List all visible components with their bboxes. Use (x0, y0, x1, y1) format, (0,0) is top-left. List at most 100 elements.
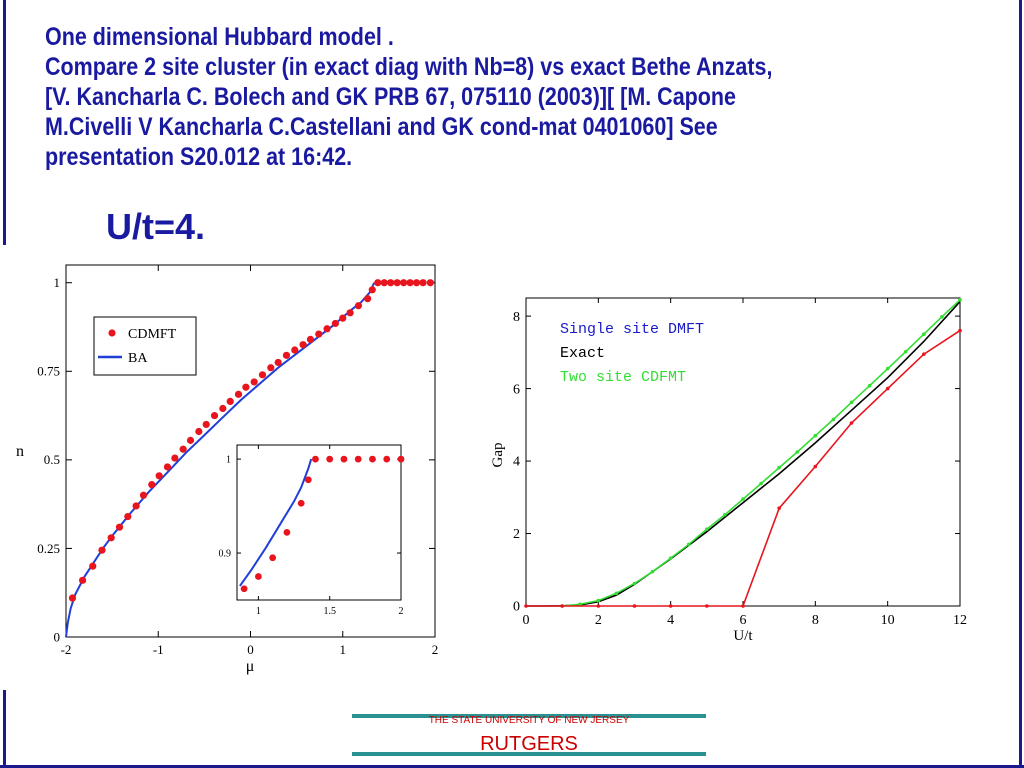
footer-rutgers: RUTGERS (480, 733, 578, 755)
main-x-tick-label: -2 (61, 642, 72, 657)
cdfmt-point (632, 581, 637, 586)
cdmft-point (306, 335, 315, 343)
legend-cdmft-label: CDMFT (128, 327, 177, 342)
cdmft-point (374, 279, 382, 287)
cdmft-point (163, 463, 172, 471)
footer-university: THE STATE UNIVERSITY OF NEW JERSEY (428, 715, 630, 726)
main-y-tick-label: 0.5 (44, 452, 60, 467)
cdfmt-point (668, 556, 673, 560)
footer-line-bottom (352, 752, 706, 756)
legend-cdfmt-label: Two site CDFMT (560, 369, 686, 386)
legend-box (93, 316, 197, 376)
gap-x-tick-label: 10 (881, 613, 895, 628)
inset-plot-frame (236, 444, 402, 601)
gap-legend: Single site DMFT Exact Two site CDFMT (560, 321, 704, 386)
cdfmt-point (596, 598, 601, 603)
inset-cdmft-point (369, 455, 376, 463)
dmft-point (849, 421, 854, 425)
inset-x-tick-label: 2 (399, 606, 404, 617)
inset-cdmft-point (254, 573, 262, 580)
cdmft-point (186, 436, 195, 444)
cdfmt-point (723, 512, 727, 517)
cdfmt-point (885, 366, 890, 371)
cdmft-point (195, 427, 203, 436)
dmft-point (596, 604, 601, 608)
cdfmt-point (849, 400, 854, 405)
cdmft-point (339, 314, 347, 322)
cdfmt-point (813, 433, 818, 438)
gap-y-tick-label: 4 (513, 455, 520, 470)
dmft-point (560, 604, 564, 608)
cdmft-point (346, 309, 354, 317)
cdfmt-point (958, 298, 962, 302)
cdmft-point (368, 286, 376, 294)
cdmft-point (124, 512, 132, 521)
inset-cdmft-point (326, 455, 334, 463)
dmft-point (741, 604, 745, 608)
main-x-tick-label: 2 (432, 642, 439, 657)
dmft-point (777, 506, 781, 510)
dmft-point (668, 604, 673, 608)
cdmft-point (234, 390, 243, 398)
title-line: [V. Kancharla C. Bolech and GK PRB 67, 0… (45, 83, 737, 111)
gap-y-tick-label: 2 (513, 527, 520, 542)
cdmft-point (426, 279, 434, 287)
cdmft-point (387, 279, 395, 287)
title-line: Compare 2 site cluster (in exact diag wi… (45, 53, 773, 81)
cdmft-point (419, 279, 427, 287)
cdmft-point (132, 502, 140, 510)
gap-x-tick-label: 2 (595, 613, 602, 628)
legend-cdmft-marker (108, 329, 116, 337)
cdfmt-point (777, 465, 781, 470)
cdfmt-point (705, 527, 709, 531)
inset-cdmft-point (383, 455, 391, 463)
gap-chart: 0 2 4 6 8 10 12 0 2 4 6 8 U/t Gap Single site DMFT Exac… (490, 297, 967, 644)
frame-bottom-border (0, 765, 1024, 768)
title-line: presentation S20.012 at 16:42. (45, 143, 353, 171)
inset-x-tick-label: 1.5 (323, 606, 336, 617)
cdmft-point (226, 397, 234, 405)
cdmft-point (139, 491, 148, 499)
cdfmt-point (650, 569, 655, 574)
gap-y-tick-label: 8 (513, 310, 520, 325)
cdmft-point (242, 383, 250, 391)
gap-x-tick-label: 8 (812, 613, 819, 628)
inset-cdmft-point (340, 455, 348, 463)
cdfmt-point (578, 602, 583, 606)
cdmft-point (282, 351, 291, 359)
cdmft-point (148, 481, 156, 489)
cdmft-point (406, 279, 414, 287)
dmft-point (705, 604, 709, 608)
legend-ba-label: BA (128, 351, 148, 366)
cdmft-point (267, 364, 275, 372)
inset-cdmft-point (283, 528, 291, 536)
dmft-point (813, 464, 818, 469)
dmft-point (632, 604, 637, 608)
cdmft-point (380, 279, 388, 287)
gap-y-tick-label: 0 (513, 600, 520, 615)
cdmft-point (250, 378, 258, 386)
cdmft-point (400, 279, 408, 287)
cdfmt-point (759, 481, 763, 486)
dmft-point (524, 604, 528, 608)
footer-line-top (352, 714, 706, 718)
title-line: One dimensional Hubbard model . (45, 23, 394, 51)
main-y-axis-label: n (16, 443, 24, 460)
cdmft-point (202, 420, 210, 429)
cdmft-point (107, 534, 115, 542)
main-x-axis-label: μ (246, 658, 255, 675)
cdmft-point (115, 523, 124, 531)
cdmft-point (258, 371, 267, 379)
inset-cdmft-point (297, 499, 305, 507)
cdfmt-point (867, 383, 872, 388)
slide-subtitle: U/t=4. (106, 206, 206, 247)
cdfmt-point (686, 542, 691, 547)
cdfmt-point (614, 591, 619, 596)
title-line: M.Civelli V Kancharla C.Castellani and G… (45, 113, 718, 141)
cdmft-point (79, 576, 87, 584)
gap-x-tick-label: 0 (523, 613, 530, 628)
cdmft-point (155, 472, 163, 480)
cdmft-point (98, 546, 106, 554)
cdmft-point (315, 330, 323, 338)
cdmft-point (299, 341, 307, 349)
